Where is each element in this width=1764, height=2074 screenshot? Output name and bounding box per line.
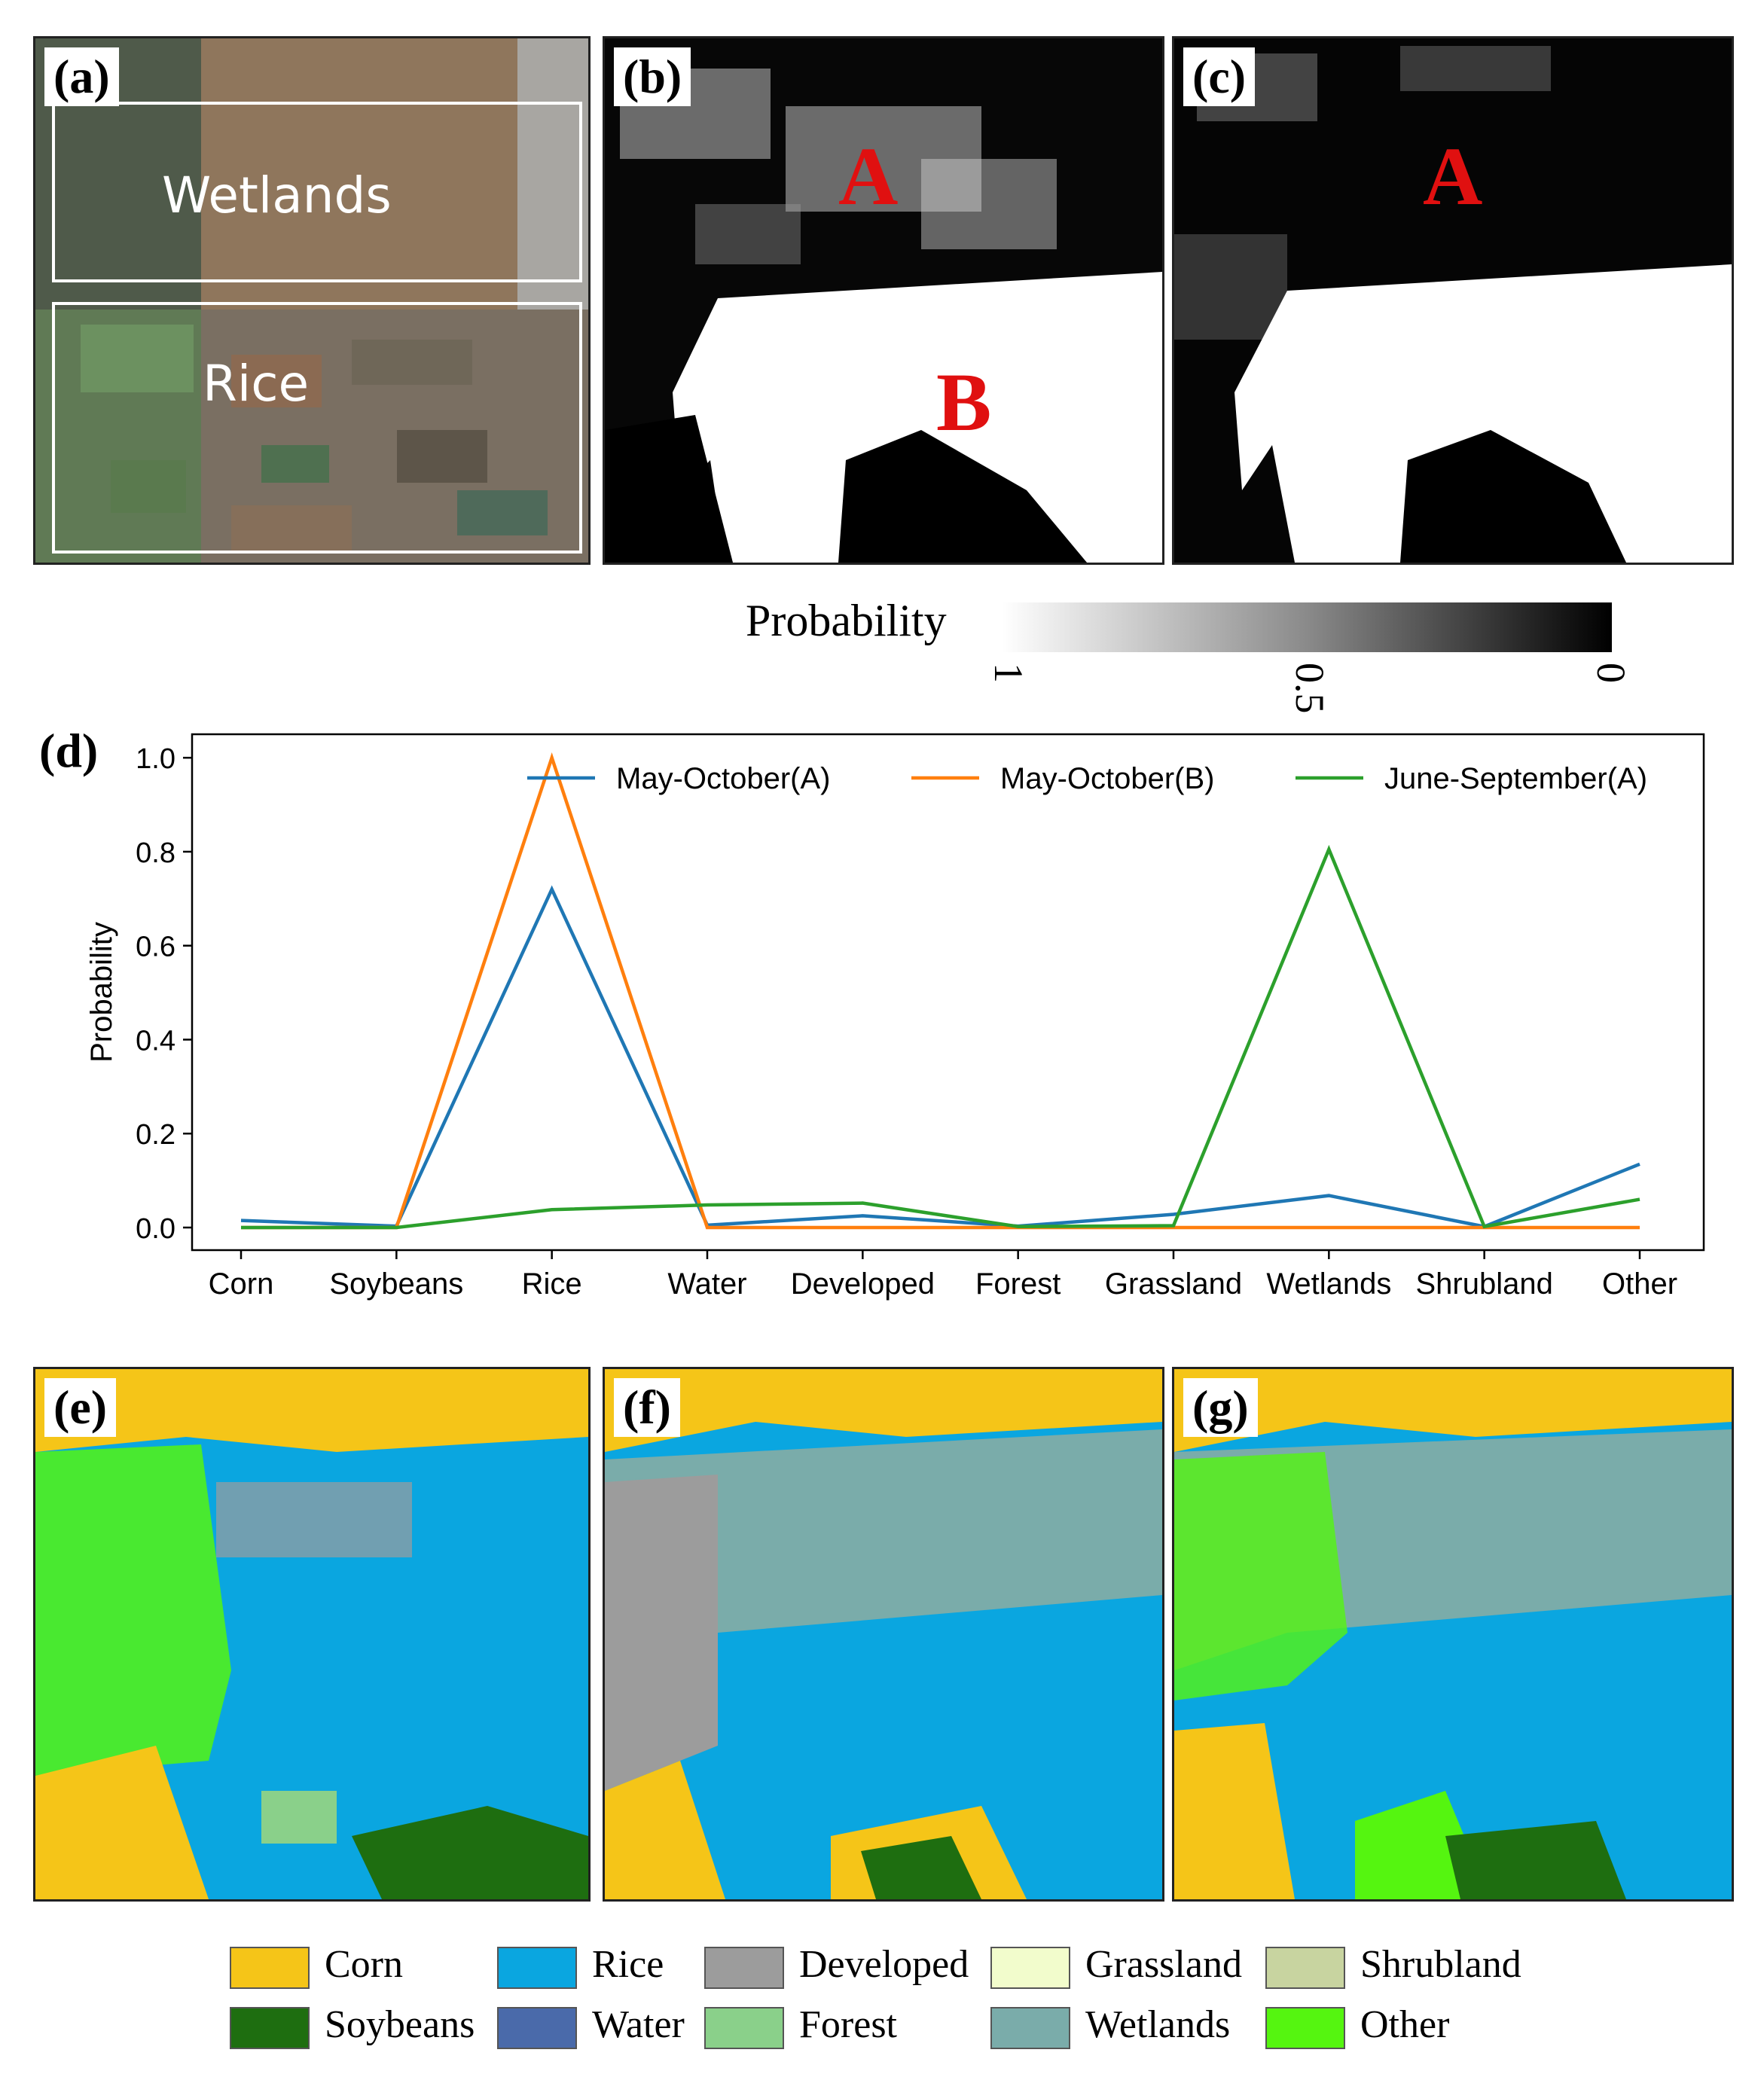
series-line — [241, 844, 1640, 1230]
wetlands-label: Wetlands — [162, 166, 392, 224]
classification-map-e — [35, 1369, 588, 1899]
y-tick-label: 0.2 — [136, 1119, 175, 1151]
panel-b-label: (b) — [614, 47, 691, 107]
x-tick-label: Forest — [975, 1267, 1061, 1301]
x-tick-label: Water — [667, 1267, 746, 1301]
panel-c-label: (c) — [1183, 47, 1256, 107]
panel-e-classification-map: (e) — [33, 1367, 591, 1902]
legend-swatch — [230, 1947, 310, 1989]
legend-label: May-October(A) — [616, 762, 831, 795]
y-tick-label: 0.6 — [136, 932, 175, 963]
panel-d-label: (d) — [39, 724, 99, 777]
x-tick-label: Rice — [522, 1267, 582, 1301]
legend-label: Soybeans — [325, 2003, 475, 2046]
x-tick-label: Grassland — [1105, 1267, 1242, 1301]
panel-c-probability-map: A (c) — [1172, 36, 1734, 565]
plot-frame — [191, 733, 1705, 1252]
x-tick-label: Shrubland — [1415, 1267, 1552, 1301]
panel-g-classification-map: (g) — [1172, 1367, 1734, 1902]
x-tick-label: Developed — [791, 1267, 935, 1301]
legend-label: Other — [1360, 2003, 1450, 2046]
probability-map-c — [1174, 38, 1732, 563]
legend-label: June-September(A) — [1384, 762, 1647, 795]
legend-label: Water — [592, 2003, 685, 2046]
legend-label: Shrubland — [1360, 1943, 1521, 1986]
x-tick-label: Wetlands — [1266, 1267, 1391, 1301]
colorbar-title: Probability — [746, 596, 947, 645]
legend-swatch — [704, 2007, 784, 2049]
panel-f-classification-map: (f) — [603, 1367, 1164, 1902]
legend-swatch — [497, 2007, 577, 2049]
series-line — [240, 885, 1640, 1229]
rice-box — [52, 302, 582, 554]
probability-map-b — [605, 38, 1162, 563]
legend-swatch — [1265, 1947, 1345, 1989]
colorbar-gradient — [1002, 602, 1612, 652]
classification-map-f — [605, 1369, 1162, 1899]
x-tick-label: Other — [1602, 1267, 1677, 1301]
colorbar-tick-0: 0 — [1589, 663, 1634, 683]
legend-swatch — [704, 1947, 784, 1989]
legend-label: Developed — [799, 1943, 969, 1986]
rice-label: Rice — [203, 355, 310, 413]
y-tick-label: 0.8 — [136, 837, 175, 869]
panel-b-probability-map: A B (b) — [603, 36, 1164, 565]
legend-swatch — [990, 1947, 1070, 1989]
x-tick-label: Soybeans — [329, 1267, 463, 1301]
panel-a-label: (a) — [44, 47, 119, 107]
wetlands-box — [52, 102, 582, 282]
legend-label: Corn — [325, 1943, 403, 1986]
classification-map-g — [1174, 1369, 1732, 1899]
y-tick-label: 0.0 — [136, 1213, 175, 1245]
colorbar-tick-0-5: 0.5 — [1287, 663, 1332, 714]
legend-swatch — [990, 2007, 1070, 2049]
region-b-marker: B — [936, 356, 992, 448]
legend-swatch — [230, 2007, 310, 2049]
region-a-marker-c: A — [1423, 130, 1483, 222]
series-line — [241, 752, 1640, 1230]
legend-swatch — [497, 1947, 577, 1989]
panel-g-label: (g) — [1183, 1378, 1258, 1438]
panel-e-label: (e) — [44, 1378, 117, 1438]
y-tick-label: 1.0 — [136, 743, 175, 775]
y-tick-label: 0.4 — [136, 1025, 175, 1057]
panel-a-satellite-image: Wetlands Rice (a) — [33, 36, 591, 565]
legend-label: Rice — [592, 1943, 664, 1986]
legend-label: May-October(B) — [1000, 762, 1215, 795]
satellite-image — [35, 38, 588, 563]
panel-f-label: (f) — [614, 1378, 680, 1438]
legend-label: Forest — [799, 2003, 897, 2046]
y-axis-label: Probability — [85, 922, 118, 1063]
probability-line-chart: 0.0 0.2 0.4 0.6 0.8 1.0 Corn Soybeans Rice Water D… — [85, 733, 1705, 1301]
region-a-marker: A — [838, 130, 899, 222]
legend-swatch — [1265, 2007, 1345, 2049]
legend-label: Wetlands — [1085, 2003, 1231, 2046]
legend-label: Grassland — [1085, 1943, 1242, 1986]
colorbar-tick-1: 1 — [986, 663, 1031, 683]
x-tick-label: Corn — [209, 1267, 274, 1301]
